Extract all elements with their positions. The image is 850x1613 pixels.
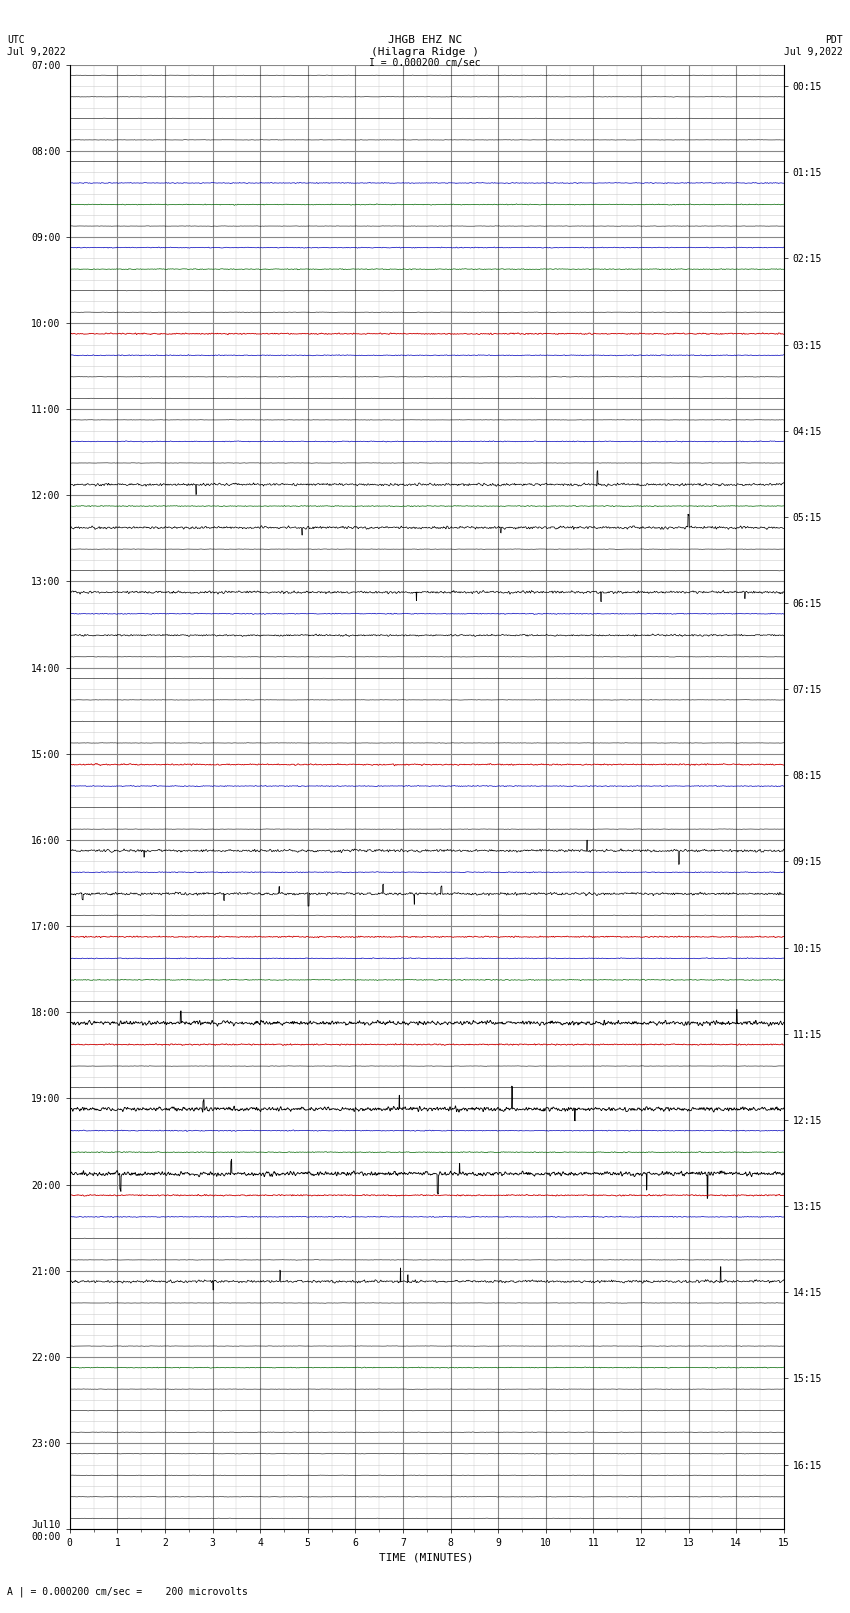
Text: (Hilagra Ridge ): (Hilagra Ridge ) bbox=[371, 47, 479, 56]
Text: JHGB EHZ NC: JHGB EHZ NC bbox=[388, 35, 462, 45]
Text: I = 0.000200 cm/sec: I = 0.000200 cm/sec bbox=[369, 58, 481, 68]
Text: PDT: PDT bbox=[825, 35, 843, 45]
Text: Jul 9,2022: Jul 9,2022 bbox=[785, 47, 843, 56]
Text: UTC: UTC bbox=[7, 35, 25, 45]
X-axis label: TIME (MINUTES): TIME (MINUTES) bbox=[379, 1552, 474, 1563]
Text: Jul 9,2022: Jul 9,2022 bbox=[7, 47, 65, 56]
Text: A | = 0.000200 cm/sec =    200 microvolts: A | = 0.000200 cm/sec = 200 microvolts bbox=[7, 1586, 247, 1597]
